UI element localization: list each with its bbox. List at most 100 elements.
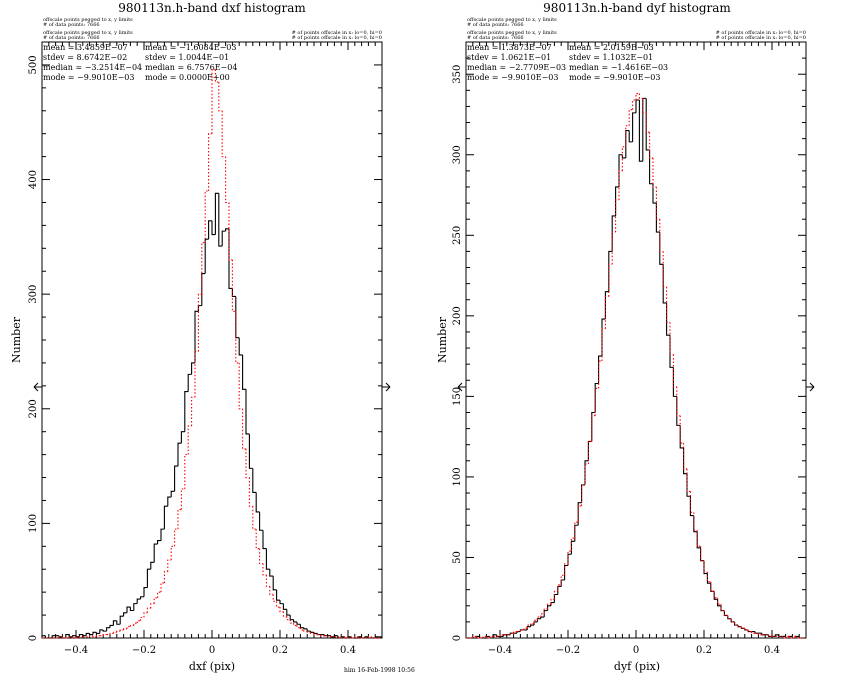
histogram-bin — [306, 628, 311, 632]
histogram-bin — [78, 636, 83, 638]
histogram-bin — [509, 632, 514, 635]
histogram-bin — [652, 183, 657, 204]
note-left-3: offscale points pegged to x, y limits — [467, 30, 557, 36]
histogram-bin — [89, 635, 93, 637]
histogram-bin — [587, 440, 592, 465]
histogram-bin — [696, 530, 701, 547]
histogram-bin — [201, 242, 206, 295]
x-axis-label: dyf (pix) — [614, 660, 660, 673]
histogram-bin — [570, 537, 575, 552]
histogram-bin — [649, 149, 653, 185]
histogram-bin — [197, 293, 202, 352]
histogram-bin — [167, 496, 172, 507]
histogram-bin — [160, 528, 165, 541]
histogram-bin — [669, 335, 674, 368]
note-left-4: # of data points: 7666 — [43, 35, 100, 41]
histogram-bin — [686, 473, 691, 497]
histogram-bin — [191, 362, 195, 375]
stat-mean-solid: mean = 3.4859E−07 — [43, 43, 128, 52]
histogram-bin — [194, 350, 199, 398]
histogram-bin — [269, 569, 274, 577]
histogram-bin — [136, 620, 141, 624]
stat-median-dotted: median = 6.7576E−04 — [145, 63, 237, 72]
histogram-bin — [591, 415, 596, 442]
histogram-bin — [598, 355, 602, 384]
histogram-bin — [347, 636, 352, 639]
note-left-4: # of data points: 7666 — [467, 35, 524, 41]
histogram-bin — [700, 546, 704, 562]
histogram-bin — [618, 154, 623, 187]
histogram-bin — [208, 133, 212, 191]
x-tick-label: −0.2 — [556, 645, 580, 656]
histogram-bin — [615, 199, 619, 233]
histogram-bin — [530, 622, 534, 626]
histogram-bin — [564, 563, 568, 576]
histogram-bin — [615, 186, 619, 216]
histogram-bin — [248, 477, 253, 507]
x-axis-label: dxf (pix) — [189, 660, 235, 673]
plot-frame — [465, 41, 807, 639]
histogram-bin — [679, 425, 684, 449]
histogram-bin — [489, 635, 494, 638]
histogram-bin — [676, 396, 681, 426]
histogram-bin — [693, 515, 698, 533]
histogram-bin — [540, 616, 545, 619]
histogram-bin — [710, 581, 715, 592]
stat-mean-solid: mean = 1.3873E−07 — [467, 43, 552, 52]
histogram-bin — [310, 631, 314, 633]
histogram-bin — [157, 591, 161, 598]
chart-title: 980113n.h-band dxf histogram — [118, 1, 306, 15]
histogram-bin — [628, 130, 633, 143]
histogram-bin — [248, 433, 253, 469]
histogram-bin — [170, 490, 175, 498]
histogram-bin — [129, 607, 134, 612]
histogram-bin — [89, 633, 93, 636]
histogram-bin — [611, 231, 616, 265]
histogram-bin — [51, 635, 56, 638]
histogram-bin — [225, 228, 229, 232]
histogram-bin — [768, 634, 772, 637]
stat-stdev-solid: stdev = 1.0621E−01 — [467, 53, 551, 62]
histogram-bin — [92, 635, 97, 638]
histogram-bin — [703, 560, 708, 573]
stat-mode-solid: mode = −9.9010E−03 — [43, 73, 134, 82]
histogram-bin — [672, 354, 677, 388]
histogram-bin — [112, 620, 117, 626]
histogram-bin — [65, 634, 70, 638]
histogram-bin — [238, 337, 243, 356]
y-tick-label: 200 — [28, 399, 39, 418]
histogram-bin — [160, 582, 165, 593]
histogram-bin — [513, 631, 517, 634]
histogram-bin — [310, 632, 314, 634]
histogram-bin — [245, 448, 250, 479]
x-tick-label: 0 — [209, 645, 215, 656]
histogram-bin — [136, 598, 141, 604]
histogram-bin — [574, 524, 579, 542]
histogram-bin — [734, 621, 738, 626]
histogram-bin — [109, 624, 114, 628]
histogram-bin — [560, 574, 565, 585]
histogram-bin — [146, 568, 151, 588]
histogram-bin — [296, 621, 301, 625]
stat-stdev-dotted: stdev = 1.1032E−01 — [569, 53, 653, 62]
histogram-bin — [604, 295, 609, 329]
note-right-2: # of points offscale in x: lo=0, hi=0 — [716, 35, 806, 41]
stat-stdev-solid: stdev = 8.6742E−02 — [43, 53, 127, 62]
histogram-bin — [659, 219, 664, 252]
y-axis-label: Number — [436, 316, 449, 363]
histogram-bin — [245, 389, 250, 435]
histogram-bin — [133, 622, 138, 626]
histogram-bin — [547, 603, 551, 610]
histogram-bin — [744, 628, 749, 631]
histogram-bin — [649, 132, 653, 159]
x-tick-label: 0.4 — [764, 645, 780, 656]
histogram-bin — [116, 620, 121, 625]
histogram-bin — [58, 636, 63, 638]
right-arrow-icon — [806, 382, 815, 392]
histogram-bin — [262, 530, 267, 550]
histogram-bin — [574, 521, 579, 539]
histogram-bin — [259, 511, 263, 531]
histogram-bin — [638, 99, 643, 162]
histogram-bin — [163, 505, 168, 530]
